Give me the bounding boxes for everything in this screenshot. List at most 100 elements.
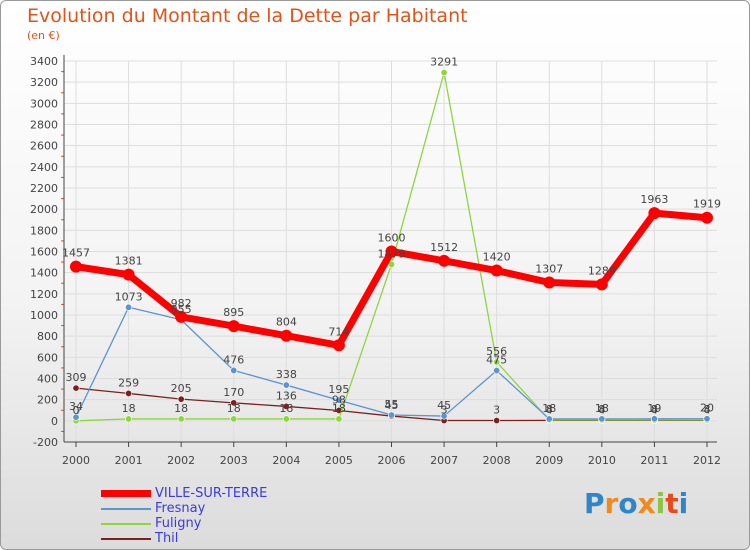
- y-tick-label: 3400: [30, 55, 58, 68]
- legend-item: Thil: [101, 531, 267, 546]
- data-label-fresnay: 1073: [115, 290, 143, 303]
- data-label-ville-sur-terre: 1307: [535, 263, 563, 276]
- data-label-thil: 309: [66, 371, 87, 384]
- x-tick-label: 2002: [167, 454, 195, 467]
- data-label-fresnay: 476: [223, 353, 244, 366]
- x-tick-label: 2010: [588, 454, 616, 467]
- data-label-ville-sur-terre: 804: [276, 316, 297, 329]
- logo-letter: i: [678, 487, 689, 520]
- logo-letter: P: [584, 487, 605, 520]
- y-tick-label: 0: [51, 415, 58, 428]
- data-point-fresnay: [335, 396, 343, 404]
- data-label-fresnay: 20: [700, 402, 714, 415]
- data-label-fuligny: 556: [486, 345, 507, 358]
- data-point-fresnay: [493, 367, 501, 375]
- proxiti-logo: Proxiti: [584, 487, 688, 520]
- data-label-ville-sur-terre: 895: [223, 306, 244, 319]
- data-label-thil: 170: [223, 386, 244, 399]
- y-tick-label: 400: [37, 373, 58, 386]
- data-point-thil: [493, 417, 501, 425]
- x-tick-label: 2009: [535, 454, 563, 467]
- data-label-fuligny: 18: [332, 402, 346, 415]
- data-label-thil: 4: [651, 403, 658, 416]
- y-tick-label: -200: [33, 436, 58, 449]
- data-point-thil: [282, 402, 290, 410]
- y-tick-label: 600: [37, 351, 58, 364]
- data-point-ville-sur-terre: [595, 278, 608, 291]
- y-tick-label: 800: [37, 330, 58, 343]
- logo-letter: o: [618, 487, 638, 520]
- data-point-thil: [177, 395, 185, 403]
- legend-label: VILLE-SUR-TERRE: [155, 486, 268, 501]
- data-label-fuligny: 18: [122, 402, 136, 415]
- data-point-fuligny: [440, 69, 448, 77]
- data-label-fresnay: 34: [69, 400, 83, 413]
- data-point-ville-sur-terre: [280, 329, 293, 342]
- logo-letter: i: [655, 487, 666, 520]
- data-label-fresnay: 18: [595, 402, 609, 415]
- data-label-thil: 98: [332, 393, 346, 406]
- data-label-fuligny: 8: [598, 403, 605, 416]
- data-point-ville-sur-terre: [543, 276, 556, 289]
- data-label-fuligny: 18: [174, 402, 188, 415]
- legend-swatch: [101, 490, 151, 497]
- data-label-fuligny: 8: [651, 403, 658, 416]
- data-label-fresnay: 338: [276, 368, 297, 381]
- data-point-ville-sur-terre: [438, 254, 451, 267]
- data-label-fuligny: 18: [227, 402, 241, 415]
- y-tick-label: 3000: [30, 97, 58, 110]
- legend-swatch: [101, 507, 151, 510]
- data-point-fresnay: [440, 412, 448, 420]
- data-point-fresnay: [703, 415, 711, 423]
- x-tick-label: 2007: [430, 454, 458, 467]
- logo-letter: t: [665, 487, 679, 520]
- x-tick-label: 2006: [378, 454, 406, 467]
- y-tick-label: 2800: [30, 119, 58, 132]
- data-point-ville-sur-terre: [490, 264, 503, 277]
- data-label-fuligny: 8: [546, 403, 553, 416]
- data-label-fuligny: 18: [279, 402, 293, 415]
- data-label-ville-sur-terre: 714: [328, 325, 349, 338]
- y-tick-label: 200: [37, 394, 58, 407]
- y-tick-label: 2200: [30, 182, 58, 195]
- data-label-thil: 45: [385, 399, 399, 412]
- data-label-ville-sur-terre: 1457: [62, 247, 90, 260]
- y-tick-label: 2400: [30, 161, 58, 174]
- data-label-fresnay: 55: [385, 398, 399, 411]
- data-point-fuligny: [335, 415, 343, 423]
- data-point-fresnay: [598, 415, 606, 423]
- x-tick-label: 2012: [693, 454, 721, 467]
- x-tick-label: 2001: [115, 454, 143, 467]
- data-point-fresnay: [387, 411, 395, 419]
- data-point-ville-sur-terre: [648, 207, 661, 220]
- y-tick-label: 1400: [30, 267, 58, 280]
- data-point-thil: [125, 389, 133, 397]
- data-point-ville-sur-terre: [175, 310, 188, 323]
- data-point-ville-sur-terre: [122, 268, 135, 281]
- legend-item: VILLE-SUR-TERRE: [101, 486, 267, 501]
- data-point-fuligny: [177, 415, 185, 423]
- y-tick-label: 1800: [30, 224, 58, 237]
- data-label-ville-sur-terre: 1600: [378, 232, 406, 245]
- data-point-fresnay: [125, 303, 133, 311]
- data-point-fuligny: [230, 415, 238, 423]
- data-point-thil: [230, 399, 238, 407]
- data-point-ville-sur-terre: [227, 320, 240, 333]
- x-tick-label: 2004: [272, 454, 300, 467]
- data-label-thil: 4: [598, 403, 605, 416]
- data-label-thil: 136: [276, 389, 297, 402]
- data-label-fuligny: 0: [73, 404, 80, 417]
- data-point-fuligny: [493, 358, 501, 366]
- data-point-ville-sur-terre: [701, 211, 713, 224]
- x-tick-label: 2005: [325, 454, 353, 467]
- legend-swatch: [101, 522, 151, 525]
- y-tick-label: 1600: [30, 246, 58, 259]
- data-label-thil: 4: [546, 403, 553, 416]
- data-point-fresnay: [72, 413, 80, 421]
- data-point-fresnay: [545, 415, 553, 423]
- data-label-thil: 4: [704, 403, 711, 416]
- data-label-fuligny: 8: [704, 403, 711, 416]
- data-label-ville-sur-terre: 1420: [483, 251, 511, 264]
